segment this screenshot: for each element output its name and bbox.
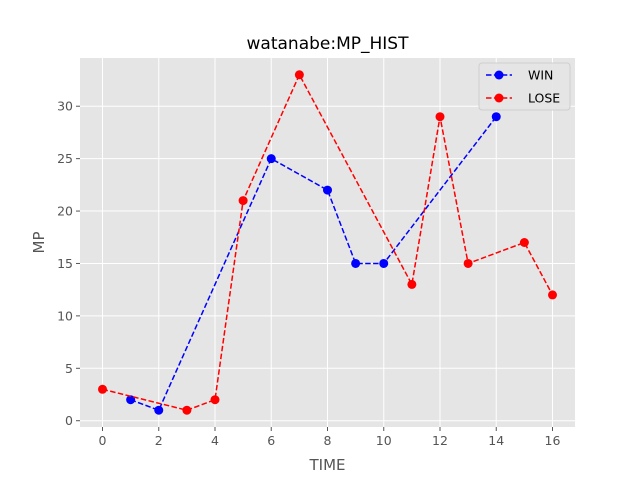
legend-win-marker — [494, 70, 504, 80]
data-point-lose — [519, 238, 529, 247]
y-tick-label: 20 — [57, 204, 73, 219]
x-tick-label: 12 — [432, 433, 448, 448]
data-point-lose — [210, 395, 220, 405]
data-point-win — [351, 258, 361, 268]
data-point-lose — [182, 405, 192, 415]
legend: WIN LOSE — [478, 62, 571, 111]
legend-win-label: WIN — [528, 68, 553, 83]
x-tick-label: 8 — [324, 433, 332, 448]
data-point-win — [323, 185, 332, 195]
y-axis-label: MP — [30, 232, 48, 254]
y-tick-label: 25 — [57, 151, 73, 166]
data-point-lose — [98, 384, 107, 394]
data-point-win — [154, 405, 164, 415]
data-point-lose — [238, 196, 248, 206]
x-tick-label: 10 — [376, 433, 392, 448]
series-line-lose — [102, 73, 554, 412]
data-point-lose — [463, 258, 473, 268]
ticks: 0 2 4 6 8 10 12 14 16 0 5 10 15 20 25 30 — [57, 99, 560, 448]
chart-title: watanabe:MP_HIST — [247, 34, 410, 54]
data-point-lose — [294, 70, 304, 80]
series-layer — [98, 70, 557, 415]
x-tick-label: 6 — [267, 433, 275, 448]
x-tick-label: 0 — [99, 433, 107, 448]
y-tick-label: 0 — [65, 413, 73, 428]
data-point-win — [266, 154, 276, 164]
y-tick-label: 15 — [57, 256, 73, 271]
data-point-win — [491, 112, 501, 122]
x-tick-label: 14 — [488, 433, 504, 448]
data-point-lose — [407, 279, 417, 289]
data-point-lose — [435, 112, 445, 122]
legend-lose-label: LOSE — [528, 91, 560, 106]
data-point-win — [379, 258, 389, 268]
data-point-lose — [548, 290, 557, 300]
x-axis-label: TIME — [308, 456, 345, 474]
legend-lose-marker — [494, 93, 504, 103]
x-tick-label: 4 — [211, 433, 219, 448]
y-tick-label: 5 — [65, 361, 73, 376]
y-tick-label: 30 — [57, 99, 73, 114]
y-tick-label: 10 — [57, 308, 73, 323]
x-tick-label: 16 — [545, 433, 561, 448]
x-tick-label: 2 — [155, 433, 163, 448]
data-point-win — [126, 395, 136, 405]
